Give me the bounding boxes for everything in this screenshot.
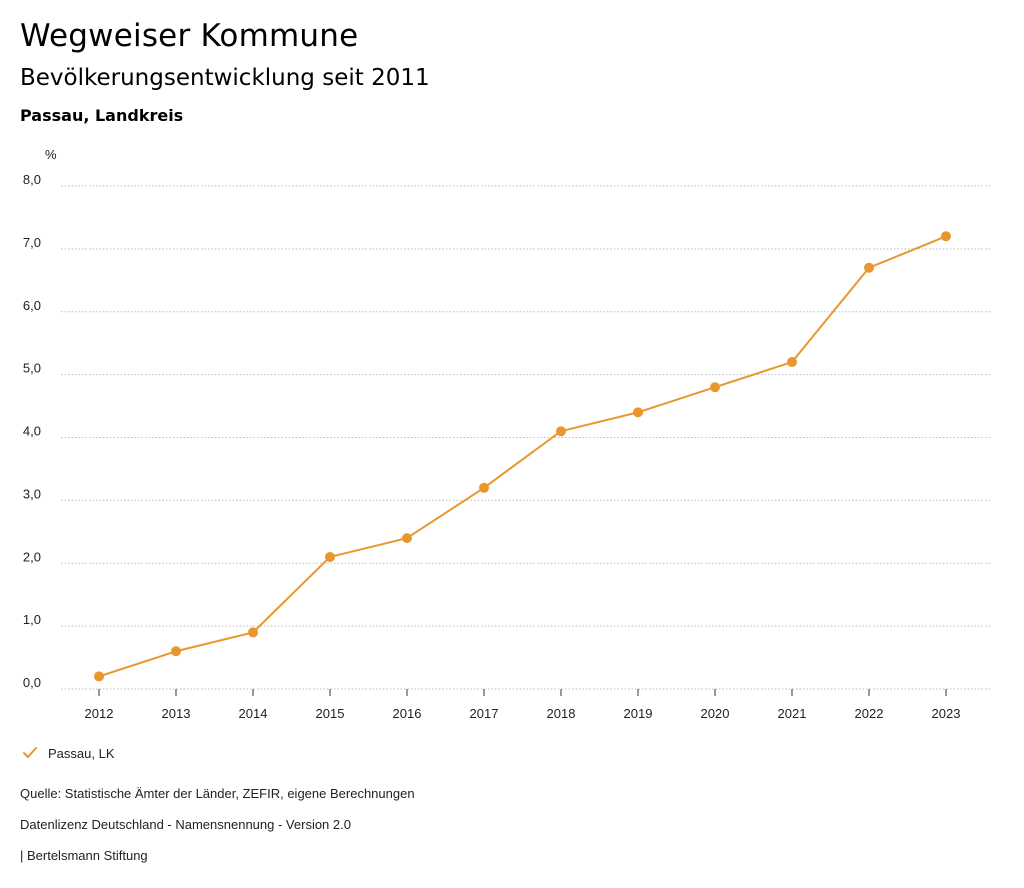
chart-subtitle: Bevölkerungsentwicklung seit 2011 <box>20 65 430 91</box>
y-tick-label: 7,0 <box>23 235 41 250</box>
y-tick-label: 0,0 <box>23 675 41 690</box>
x-tick-label: 2022 <box>855 706 884 721</box>
y-axis-ticks: 0,0 1,0 2,0 3,0 4,0 5,0 6,0 7,0 8,0 <box>23 172 41 690</box>
line-chart: % 0,01,02,03,04,05,06,07,08,0 2012 2013 20… <box>23 147 991 721</box>
data-point[interactable] <box>787 357 797 368</box>
x-tick-label: 2015 <box>316 706 345 721</box>
page-title: Wegweiser Kommune <box>20 18 359 54</box>
series-layer <box>94 231 951 682</box>
data-point[interactable] <box>171 646 181 657</box>
y-tick-label: 4,0 <box>23 424 41 439</box>
x-tick-label: 2021 <box>778 706 807 721</box>
x-tick-label: 2016 <box>393 706 422 721</box>
x-tick-label: 2014 <box>239 706 268 721</box>
checkmark-icon <box>23 747 37 758</box>
y-tick-label: 1,0 <box>23 612 41 627</box>
x-tick-label: 2018 <box>547 706 576 721</box>
data-point[interactable] <box>479 482 489 493</box>
x-tick-label: 2017 <box>470 706 499 721</box>
data-point[interactable] <box>556 426 566 437</box>
x-tick-label: 2013 <box>162 706 191 721</box>
y-tick-label: 3,0 <box>23 486 41 501</box>
series-line <box>98 235 947 678</box>
y-tick-label: 6,0 <box>23 298 41 313</box>
data-point[interactable] <box>94 671 104 682</box>
data-point[interactable] <box>402 533 412 544</box>
license-note: Datenlizenz Deutschland - Namensnennung … <box>20 817 351 832</box>
data-point[interactable] <box>941 231 951 242</box>
legend-label: Passau, LK <box>48 745 115 761</box>
source-note: Quelle: Statistische Ämter der Länder, Z… <box>20 786 415 801</box>
x-axis-ticks: 2012 2013 2014 2015 2016 2017 2018 2019 2020 2021… <box>85 689 961 721</box>
y-tick-label: 5,0 <box>23 361 41 376</box>
y-tick-label: 8,0 <box>23 172 41 187</box>
x-tick-label: 2023 <box>932 706 961 721</box>
data-point[interactable] <box>864 262 874 273</box>
grid-layer <box>61 185 991 690</box>
data-point[interactable] <box>633 407 643 418</box>
x-tick-label: 2019 <box>624 706 653 721</box>
y-axis-unit-label: % <box>45 147 57 162</box>
y-tick-label: 2,0 <box>23 549 41 564</box>
region-label: Passau, Landkreis <box>20 106 184 125</box>
x-tick-label: 2012 <box>85 706 114 721</box>
credit-note: | Bertelsmann Stiftung <box>20 848 148 863</box>
data-point[interactable] <box>325 551 335 562</box>
legend-item-passau[interactable]: Passau, LK <box>22 745 115 761</box>
x-tick-label: 2020 <box>701 706 730 721</box>
data-point[interactable] <box>248 627 258 638</box>
data-point[interactable] <box>710 382 720 393</box>
